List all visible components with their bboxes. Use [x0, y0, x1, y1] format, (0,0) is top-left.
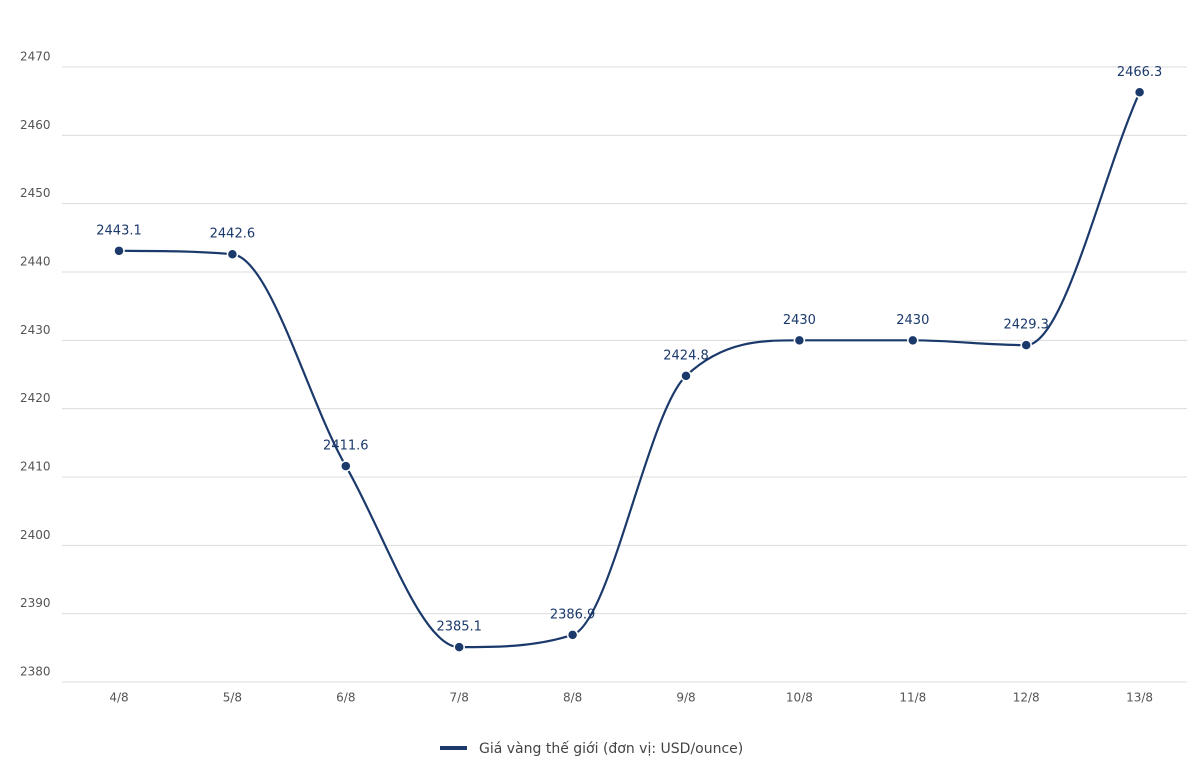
y-tick-label: 2390 — [20, 596, 51, 610]
x-tick-label: 10/8 — [786, 691, 813, 705]
x-tick-label: 5/8 — [223, 691, 242, 705]
point — [793, 334, 806, 347]
x-tick-label: 9/8 — [676, 691, 695, 705]
point — [226, 248, 239, 260]
y-tick-label: 2470 — [20, 50, 51, 64]
x-tick-label: 6/8 — [336, 691, 355, 705]
x-tick-label: 8/8 — [563, 691, 582, 705]
point — [1133, 86, 1146, 99]
y-tick-label: 2440 — [20, 255, 51, 269]
data-label: 2430 — [896, 313, 929, 328]
point — [340, 460, 352, 472]
x-tick-label: 13/8 — [1126, 691, 1153, 705]
data-label: 2385.1 — [436, 620, 482, 635]
y-tick-label: 2410 — [20, 460, 51, 474]
data-label: 2443.1 — [96, 223, 142, 238]
data-label: 2411.6 — [323, 439, 369, 454]
legend-label: Giá vàng thế giới (đơn vị: USD/ounce) — [479, 740, 743, 757]
data-label: 2466.3 — [1117, 65, 1163, 80]
point — [907, 334, 919, 347]
data-label: 2386.9 — [550, 607, 596, 622]
data-label: 2430 — [783, 313, 816, 328]
y-tick-label: 2420 — [20, 391, 51, 405]
x-tick-label: 7/8 — [450, 691, 469, 705]
y-tick-label: 2380 — [20, 665, 51, 679]
point — [453, 641, 465, 653]
y-tick-label: 2430 — [20, 323, 51, 337]
x-tick-label: 12/8 — [1013, 691, 1040, 705]
point — [1020, 339, 1032, 351]
y-tick-label: 2450 — [20, 186, 51, 200]
point — [680, 370, 692, 382]
point — [566, 629, 579, 641]
line — [118, 91, 1141, 649]
data-label: 2442.6 — [210, 227, 256, 242]
x-tick-label: 4/8 — [109, 691, 128, 705]
point — [113, 245, 125, 257]
x-tick-label: 11/8 — [899, 691, 926, 705]
y-tick-label: 2460 — [20, 118, 51, 132]
y-tick-label: 2400 — [20, 528, 51, 542]
data-label: 2424.8 — [663, 348, 709, 363]
data-label: 2429.3 — [1003, 318, 1049, 333]
legend: Giá vàng thế giới (đơn vị: USD/ounce) — [440, 740, 743, 757]
